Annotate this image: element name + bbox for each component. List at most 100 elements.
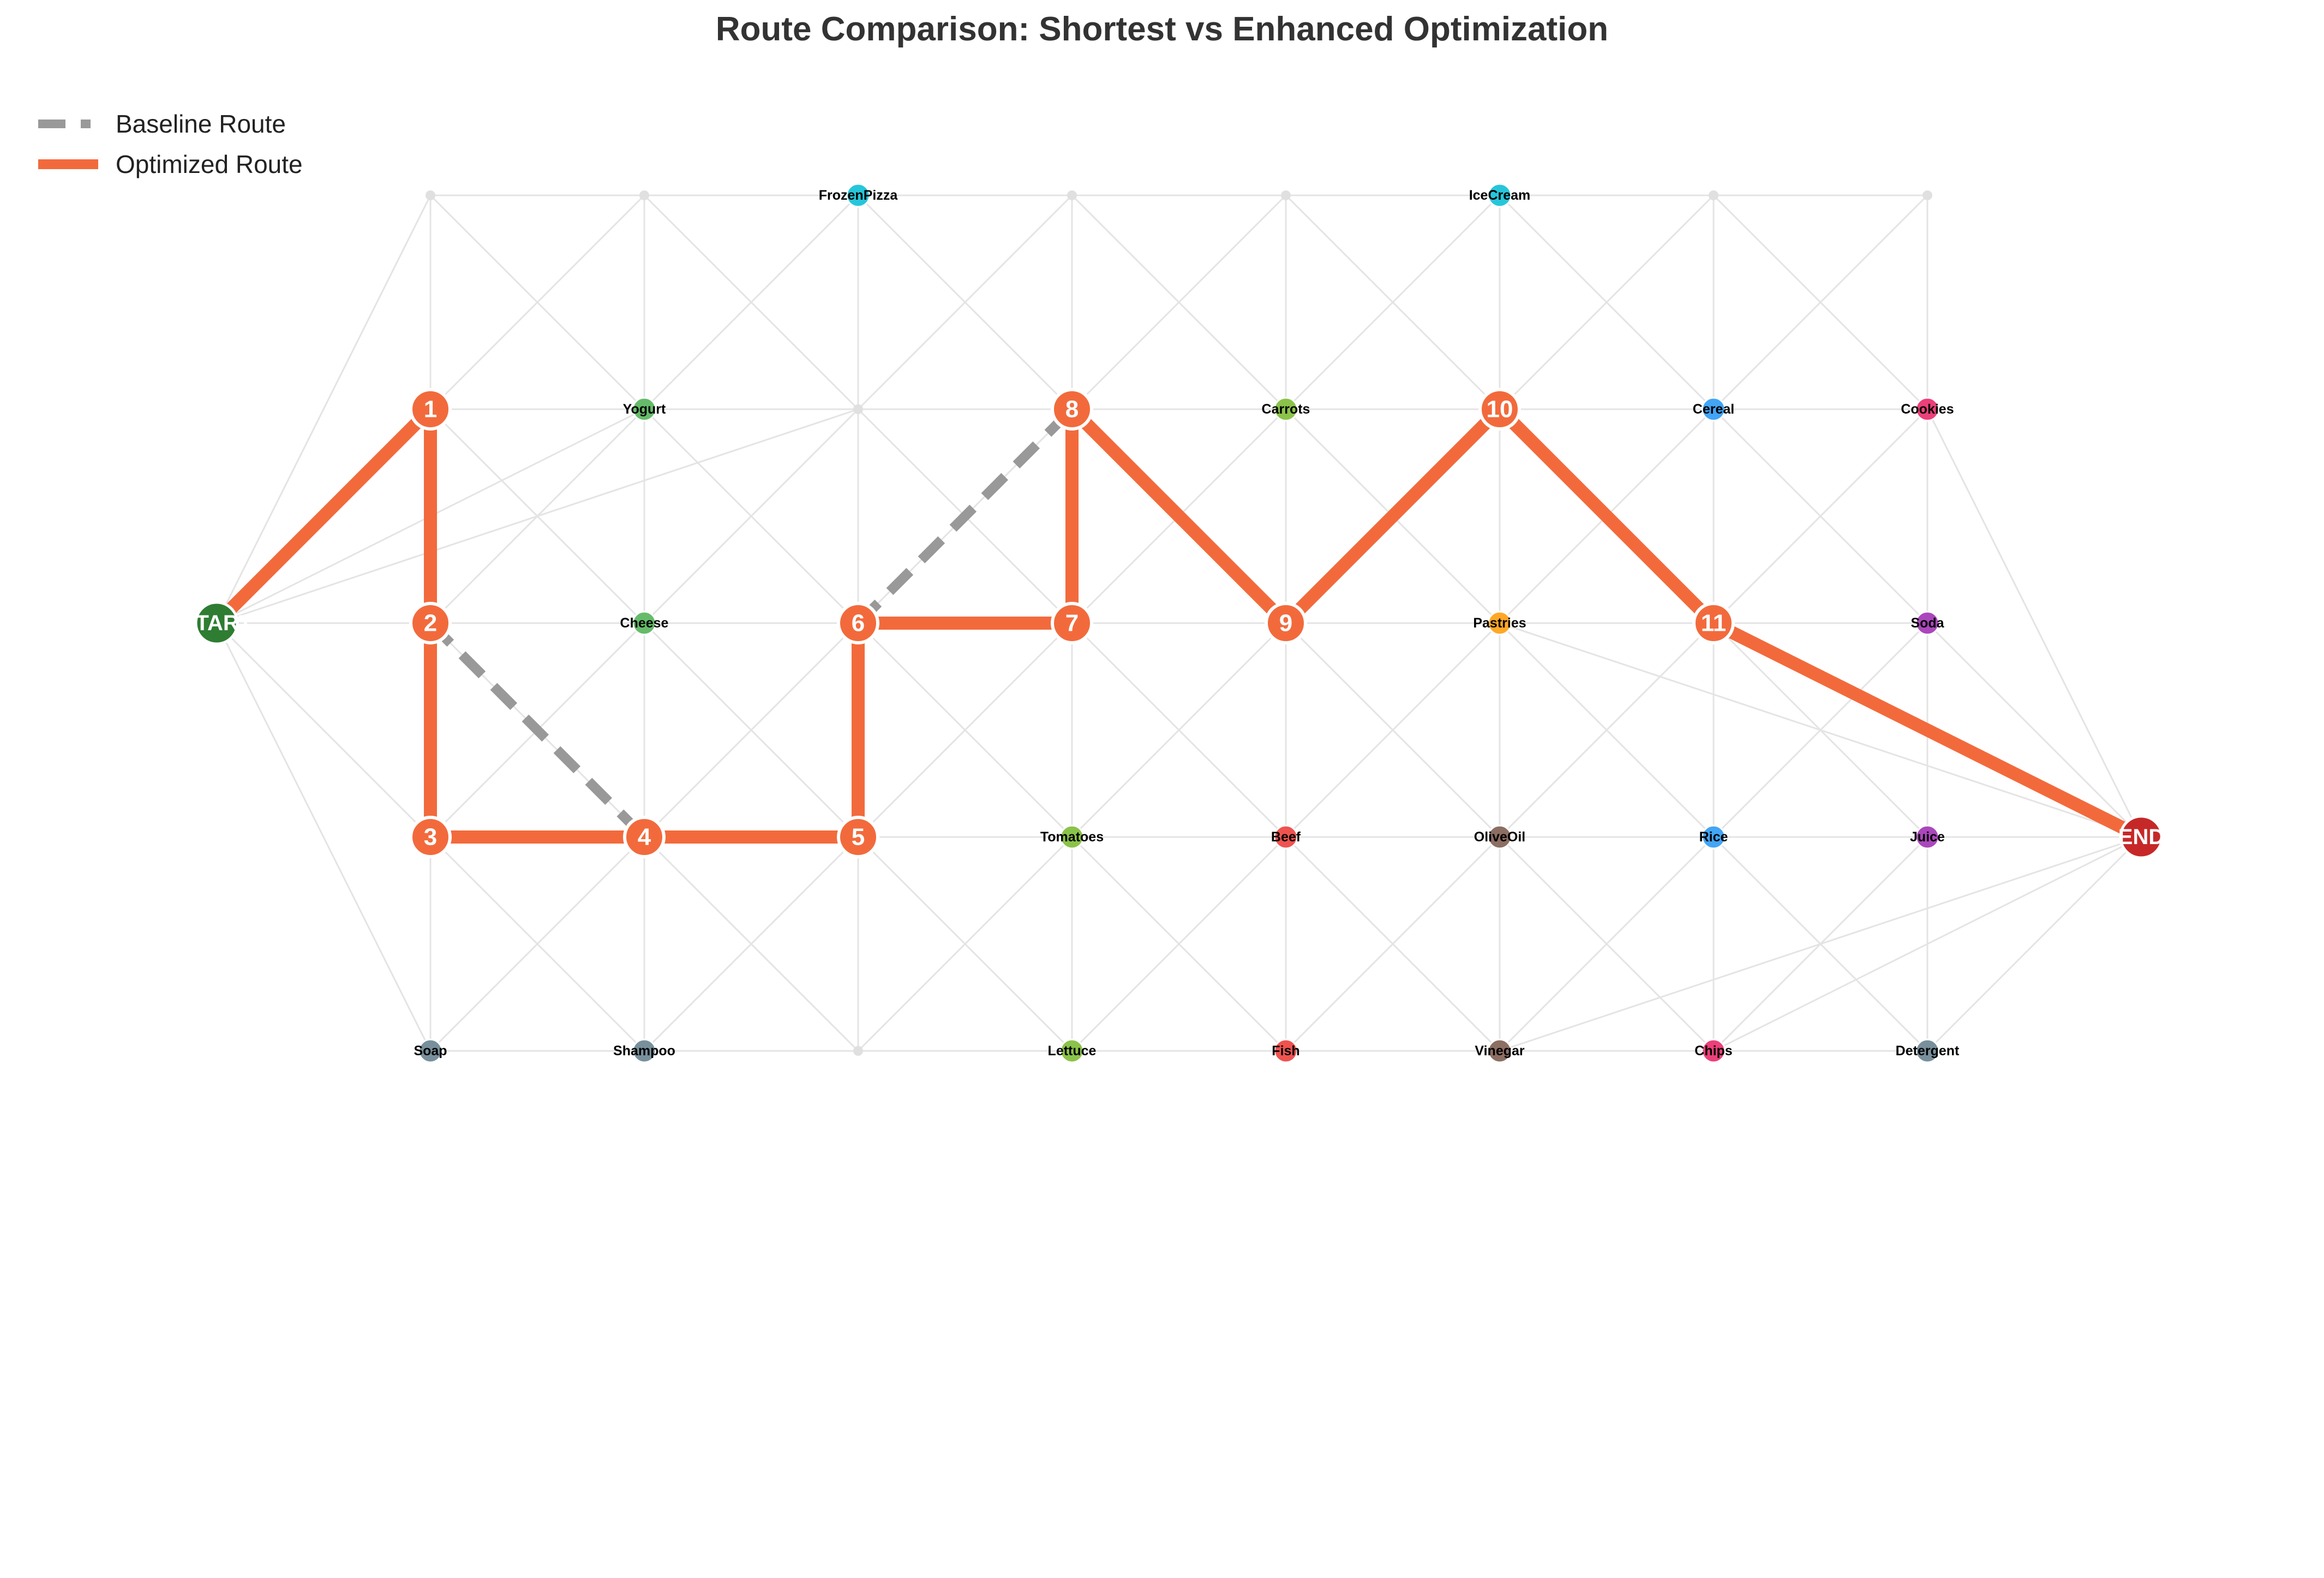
route-stop[interactable]: 11: [1692, 602, 1735, 644]
item-node[interactable]: Detergent: [1896, 1038, 1960, 1063]
item-node-label: FrozenPizza: [819, 188, 899, 203]
graph-edge: [1926, 409, 2142, 838]
item-node[interactable]: Fish: [1272, 1038, 1300, 1063]
item-node-marker: [1915, 1038, 1940, 1063]
item-node-marker: [1487, 1038, 1512, 1063]
empty-node: [853, 404, 863, 414]
route-stop-number: 9: [1279, 610, 1292, 637]
end-node[interactable]: END: [2118, 815, 2164, 859]
graph-edge: [1926, 622, 2142, 838]
item-node-label: OliveOil: [1474, 829, 1525, 845]
start-node-label: START: [181, 611, 252, 635]
route-stop-number: 7: [1065, 610, 1079, 637]
item-node-label: Fish: [1272, 1043, 1299, 1059]
item-node[interactable]: Shampoo: [613, 1038, 675, 1063]
item-node[interactable]: Tomatoes: [1040, 824, 1104, 850]
route-stop-number: 6: [852, 610, 865, 637]
graph-edge: [643, 622, 859, 838]
item-node-marker: [1915, 611, 1940, 636]
item-node-marker: [418, 1038, 443, 1063]
route-stop-marker: [837, 816, 879, 858]
item-node-label: Soap: [414, 1043, 447, 1059]
graph-edge: [1712, 194, 1928, 410]
item-node-label: Pastries: [1473, 615, 1526, 631]
item-node-label: Rice: [1699, 829, 1728, 845]
optimized-route: [210, 403, 2148, 844]
item-node[interactable]: Carrots: [1262, 397, 1310, 422]
item-node[interactable]: Cereal: [1693, 397, 1734, 422]
route-stop[interactable]: 5: [837, 816, 879, 858]
item-node[interactable]: FrozenPizza: [819, 183, 899, 208]
item-node-marker: [1487, 611, 1512, 636]
route-stop-marker: [1265, 602, 1307, 644]
item-node[interactable]: Soap: [414, 1038, 447, 1063]
route-stop-marker: [1478, 388, 1521, 431]
item-node[interactable]: IceCream: [1469, 183, 1531, 208]
item-node-label: IceCream: [1469, 188, 1531, 203]
item-node[interactable]: Pastries: [1473, 611, 1526, 636]
legend-label-optimized: Optimized Route: [116, 150, 303, 178]
legend-item-baseline: Baseline Route: [38, 104, 303, 144]
item-node[interactable]: Chips: [1694, 1038, 1733, 1063]
item-node-marker: [632, 611, 657, 636]
item-node-marker: [846, 183, 871, 208]
route-stop-number: 11: [1701, 610, 1727, 637]
legend: Baseline Route Optimized Route: [38, 104, 303, 184]
item-node[interactable]: Juice: [1910, 824, 1945, 850]
item-node[interactable]: Lettuce: [1048, 1038, 1097, 1063]
item-node[interactable]: Vinegar: [1475, 1038, 1525, 1063]
route-stop[interactable]: 6: [837, 602, 879, 644]
item-node-label: Juice: [1910, 829, 1945, 845]
graph-edge: [1499, 836, 1715, 1052]
item-node[interactable]: Yogurt: [623, 397, 666, 422]
item-node-marker: [632, 397, 657, 422]
item-node[interactable]: Cookies: [1901, 397, 1954, 422]
graph-edge: [1499, 836, 2142, 1052]
route-stop[interactable]: 7: [1051, 602, 1093, 644]
item-node-marker: [1059, 1038, 1085, 1063]
item-node-label: Soda: [1910, 615, 1944, 631]
item-node-marker: [1059, 824, 1085, 850]
item-node-marker: [1915, 824, 1940, 850]
route-stop[interactable]: 10: [1478, 388, 1521, 431]
route-stop[interactable]: 4: [623, 816, 666, 858]
item-node-label: Chips: [1694, 1043, 1732, 1059]
item-node-marker: [1273, 397, 1298, 422]
item-node-marker: [1701, 824, 1726, 850]
item-node-marker: [632, 1038, 657, 1063]
optimized-route-segment: [210, 403, 437, 630]
empty-node: [853, 1046, 863, 1056]
item-node[interactable]: OliveOil: [1474, 824, 1525, 850]
optimized-route-swatch: [38, 159, 98, 169]
route-stop-marker: [409, 816, 452, 858]
graph-edge: [1712, 408, 1928, 624]
route-stop[interactable]: 3: [409, 816, 452, 858]
item-node[interactable]: Beef: [1271, 824, 1301, 850]
item-node[interactable]: Cheese: [620, 611, 669, 636]
route-stop-marker: [837, 602, 879, 644]
item-node-marker: [1701, 1038, 1726, 1063]
baseline-route-segment: [854, 405, 1076, 627]
item-node[interactable]: Rice: [1699, 824, 1728, 850]
item-node[interactable]: Soda: [1910, 611, 1945, 636]
route-stop-number: 3: [424, 824, 437, 851]
route-stop[interactable]: 8: [1051, 388, 1093, 431]
empty-node: [1067, 190, 1077, 200]
route-stop-number: 4: [638, 824, 651, 851]
route-stop-marker: [1692, 602, 1735, 644]
start-node[interactable]: START: [181, 601, 252, 645]
item-node-marker: [1915, 397, 1940, 422]
graph-edge: [1926, 836, 2142, 1052]
route-stop[interactable]: 2: [409, 602, 452, 644]
route-stop-marker: [623, 816, 666, 858]
graph-edge: [1071, 194, 1287, 410]
empty-node: [1922, 190, 1932, 200]
route-stop[interactable]: 9: [1265, 602, 1307, 644]
route-stop[interactable]: 1: [409, 388, 452, 431]
graph-edge: [857, 194, 1073, 410]
route-stop-number: 8: [1065, 396, 1079, 423]
empty-node: [426, 190, 435, 200]
graph-edge: [1499, 622, 1715, 838]
optimized-route-segment: [1707, 617, 2148, 844]
item-node-label: Detergent: [1896, 1043, 1960, 1059]
